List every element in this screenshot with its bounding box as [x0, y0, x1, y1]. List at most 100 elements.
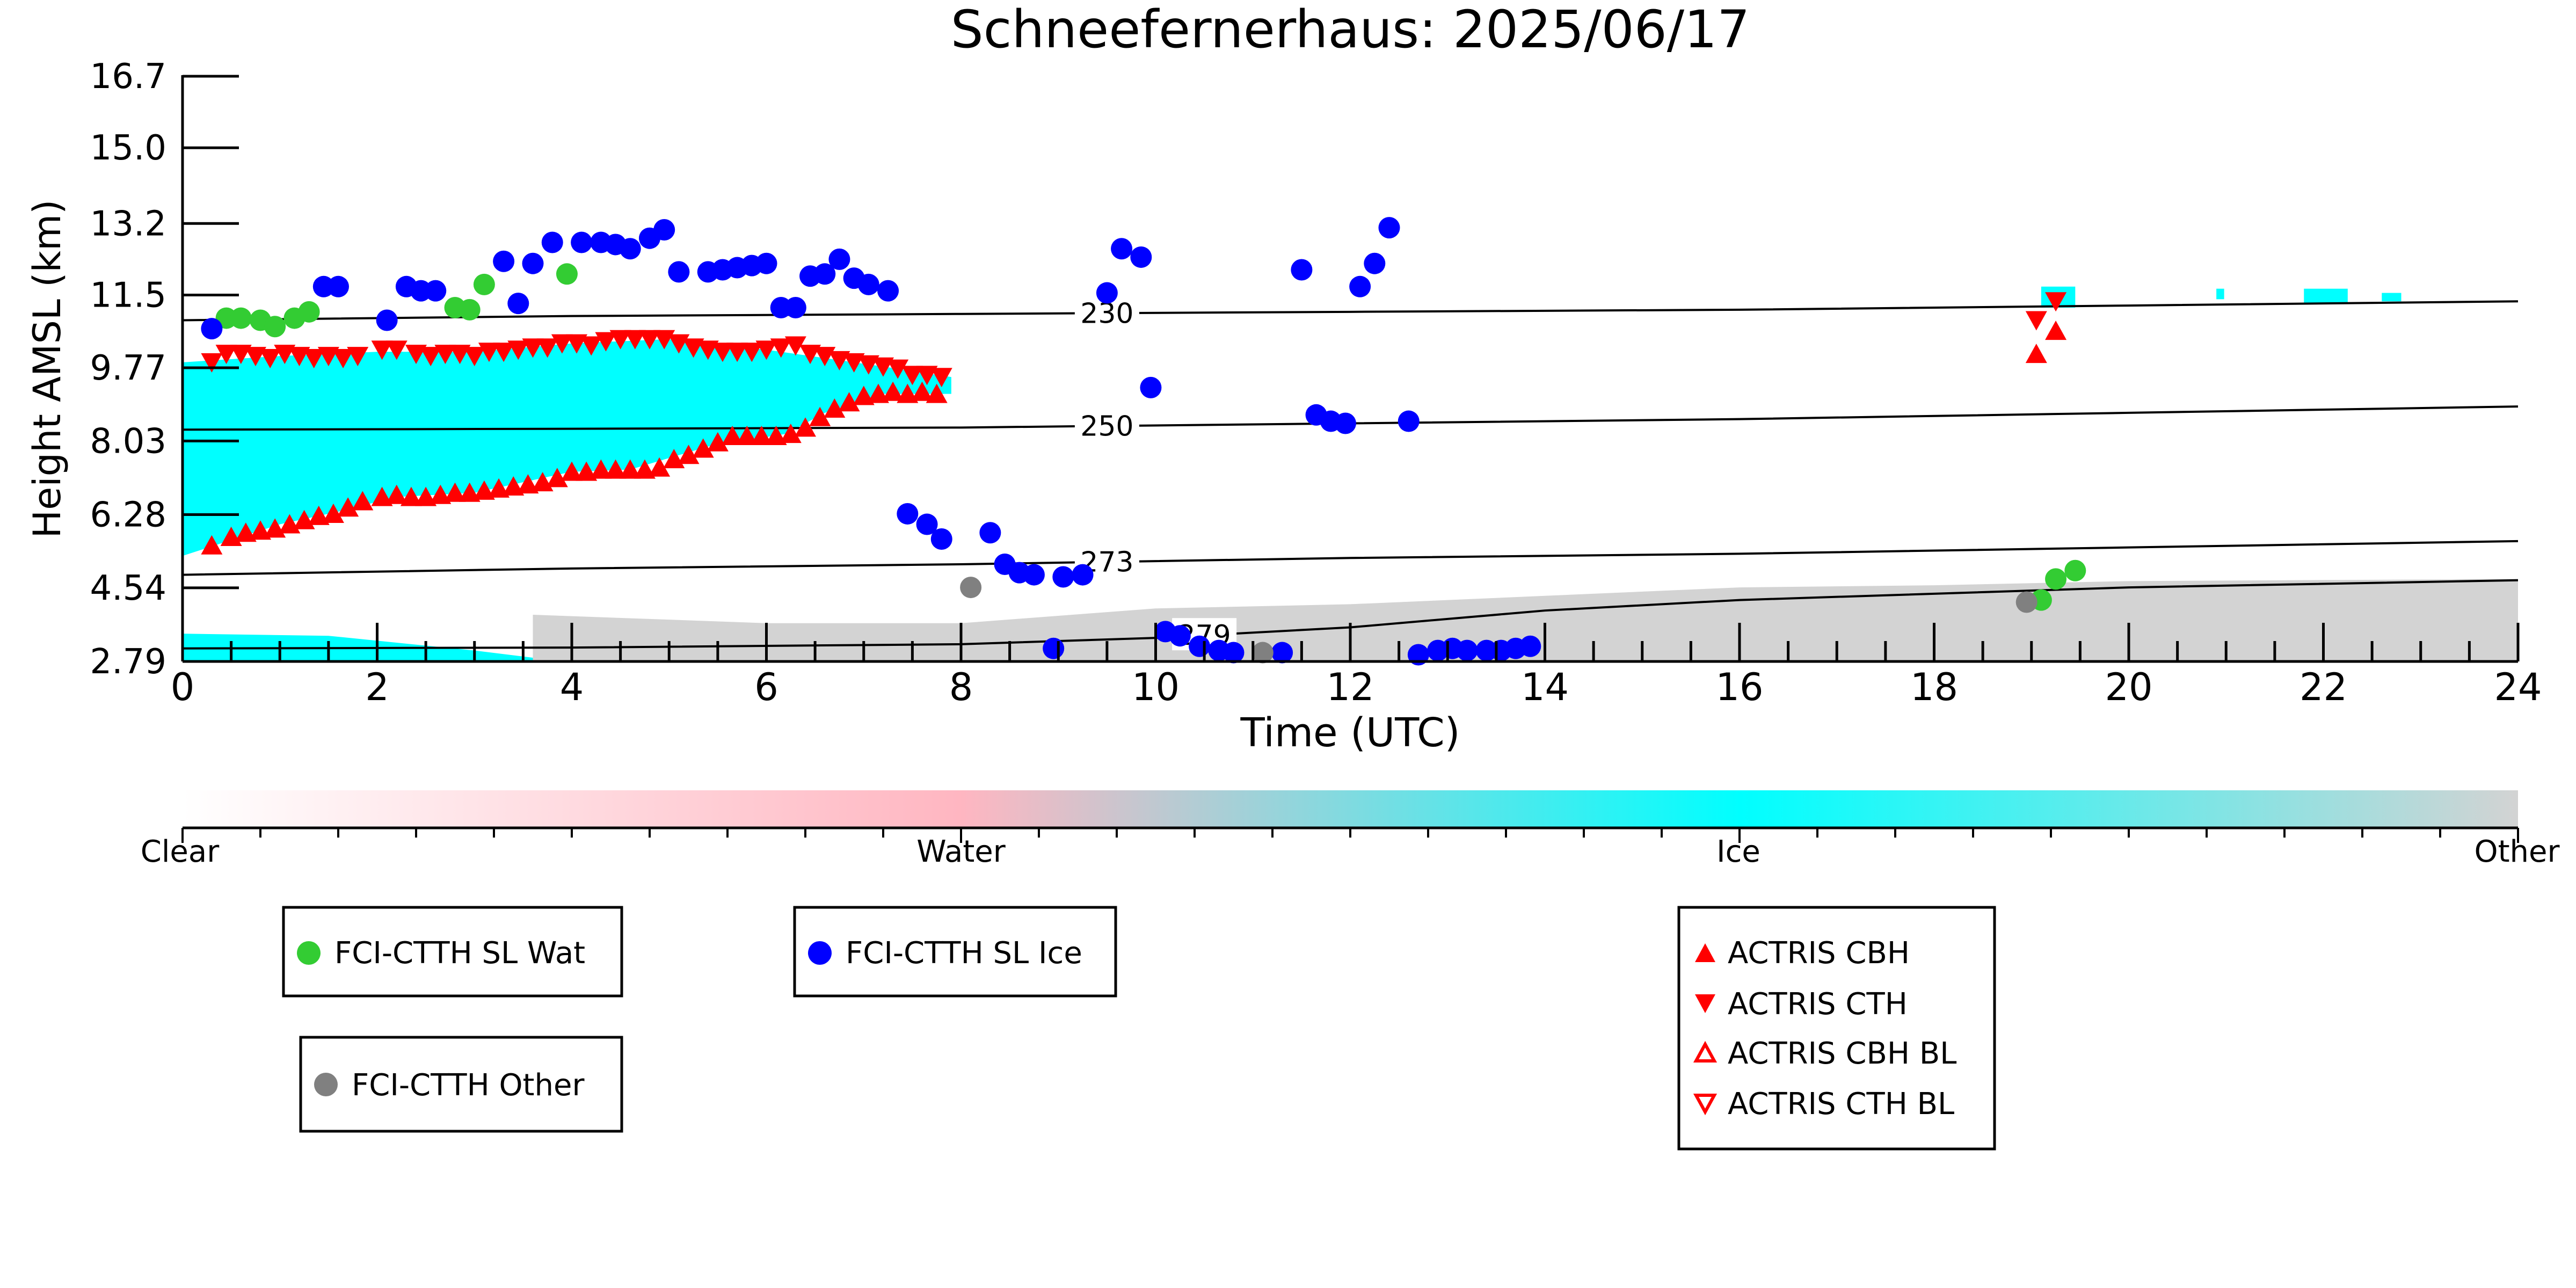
- marker-actris-cth-21: [522, 338, 544, 358]
- marker-actris-cth-3: [244, 347, 266, 367]
- marker-actris-cth-6: [288, 347, 310, 367]
- marker-fci-ctth-sl-ice-62: [1456, 639, 1478, 661]
- marker-actris-cbh-49: [926, 383, 948, 403]
- marker-actris-cbh-46: [882, 381, 904, 401]
- marker-fci-ctth-sl-ice-7: [493, 250, 515, 272]
- marker-actris-cbh-43: [838, 392, 860, 412]
- marker-fci-ctth-sl-ice-56: [1364, 252, 1386, 274]
- marker-actris-cbh-38: [765, 425, 787, 445]
- legend-label-actris-cbh-bl: ACTRIS CBH BL: [1728, 1036, 1956, 1071]
- x-tick-label-7: 14: [1521, 665, 1569, 709]
- contour-273: [182, 540, 2519, 576]
- marker-actris-cbh-2: [235, 522, 257, 542]
- legend-marker-sl-ice: [808, 941, 832, 965]
- legend-label-other: FCI-CTTH Other: [352, 1068, 585, 1103]
- marker-fci-ctth-sl-ice-37: [1023, 564, 1045, 586]
- marker-actris-cbh-21: [517, 474, 539, 494]
- marker-actris-cth-45: [872, 357, 894, 377]
- marker-fci-ctth-sl-ice-57: [1378, 217, 1400, 239]
- marker-actris-cbh-50: [2025, 344, 2047, 363]
- marker-actris-cth-1: [215, 345, 237, 365]
- marker-fci-ctth-sl-ice-27: [828, 248, 850, 270]
- marker-fci-ctth-sl-ice-11: [571, 231, 593, 253]
- chart-title: Schneefernerhaus: 2025/06/17: [951, 0, 1750, 60]
- marker-actris-cth-44: [857, 355, 879, 375]
- legend-marker-actris-cth-bl: [1693, 1094, 1718, 1116]
- marker-actris-cbh-15: [430, 484, 452, 504]
- marker-actris-cth-22: [536, 338, 558, 358]
- legend-label-actris-cbh: ACTRIS CBH: [1728, 936, 1910, 971]
- marker-actris-cth-16: [449, 345, 471, 365]
- marker-actris-cth-2: [230, 345, 252, 365]
- marker-actris-cth-32: [682, 338, 704, 358]
- high-ice-patch-3: [2216, 288, 2224, 300]
- colorbar-label-other: Other: [2474, 834, 2560, 869]
- marker-actris-cth-29: [639, 330, 660, 350]
- marker-actris-cbh-48: [911, 381, 933, 401]
- marker-actris-cth-7: [303, 349, 325, 369]
- x-tick-label-12: 24: [2494, 665, 2542, 709]
- marker-actris-cth-47: [901, 366, 923, 385]
- legends: FCI-CTTH SL Wat FCI-CTTH SL Ice FCI-CTTH…: [282, 906, 1996, 1151]
- marker-actris-cbh-29: [634, 459, 656, 479]
- x-tick-label-5: 10: [1132, 665, 1180, 709]
- marker-actris-cbh-11: [371, 486, 393, 506]
- marker-actris-cbh-19: [488, 478, 510, 498]
- x-tick-label-2: 4: [560, 665, 584, 709]
- marker-fci-ctth-sl-ice-49: [1222, 642, 1245, 664]
- marker-fci-ctth-sl-ice-34: [979, 522, 1001, 544]
- marker-actris-cbh-12: [385, 484, 407, 504]
- marker-actris-cth-9: [332, 349, 354, 369]
- marker-fci-ctth-sl-ice-66: [1519, 635, 1541, 657]
- marker-fci-ctth-sl-ice-22: [755, 252, 777, 274]
- marker-actris-cth-50: [2025, 311, 2047, 331]
- x-tick-label-8: 16: [1715, 665, 1763, 709]
- marker-actris-cbh-36: [736, 425, 758, 445]
- marker-actris-cth-43: [843, 353, 865, 373]
- marker-fci-ctth-sl-ice-31: [897, 503, 919, 525]
- legend-marker-sl-wat: [297, 941, 321, 965]
- marker-fci-ctth-sl-ice-2: [328, 275, 349, 297]
- legend-sl-wat: FCI-CTTH SL Wat: [282, 906, 623, 998]
- colorbar-label-water: Water: [916, 834, 1006, 869]
- legend-label-actris-cth: ACTRIS CTH: [1728, 987, 1908, 1022]
- marker-fci-ctth-sl-ice-39: [1072, 564, 1094, 586]
- marker-actris-cth-14: [420, 347, 442, 367]
- marker-actris-cth-24: [566, 334, 588, 354]
- marker-actris-cth-51: [2045, 292, 2067, 312]
- y-tick-label-8: 16.7: [90, 57, 167, 97]
- marker-fci-ctth-sl-ice-6: [425, 280, 447, 302]
- marker-actris-cbh-0: [201, 535, 223, 555]
- marker-actris-cth-39: [784, 336, 806, 356]
- marker-fci-ctth-sl-wat-9: [556, 263, 578, 285]
- high-ice-patch-1: [2304, 288, 2348, 304]
- marker-actris-cbh-8: [322, 503, 344, 523]
- marker-actris-cbh-41: [809, 406, 831, 426]
- marker-actris-cth-26: [595, 332, 617, 352]
- classification-colorbar: Clear Water Ice Other: [141, 790, 2560, 869]
- marker-actris-cth-17: [463, 347, 485, 367]
- x-tick-label-0: 0: [171, 665, 195, 709]
- x-tick-label-6: 12: [1326, 665, 1374, 709]
- y-tick-label-4: 9.77: [90, 348, 167, 388]
- marker-actris-cbh-24: [561, 461, 583, 481]
- marker-fci-ctth-sl-ice-42: [1130, 246, 1152, 268]
- x-tick-label-3: 6: [754, 665, 778, 709]
- marker-fci-ctth-sl-ice-14: [619, 238, 641, 260]
- marker-actris-cbh-32: [678, 445, 700, 464]
- legend-actris: ACTRIS CBH ACTRIS CTH ACTRIS CBH BL ACTR…: [1677, 906, 1996, 1151]
- marker-actris-cbh-18: [473, 480, 495, 500]
- marker-actris-cbh-45: [867, 383, 889, 403]
- marker-actris-cth-11: [371, 340, 393, 360]
- marker-actris-cth-36: [741, 343, 763, 362]
- colorbar-label-ice: Ice: [1716, 834, 1760, 869]
- marker-fci-ctth-other-0: [960, 577, 982, 599]
- marker-actris-cbh-25: [576, 461, 598, 481]
- legend-marker-actris-cth: [1695, 994, 1715, 1013]
- marker-fci-ctth-sl-ice-46: [1169, 625, 1191, 647]
- marker-actris-cth-8: [317, 347, 339, 367]
- marker-actris-cth-0: [201, 353, 223, 373]
- colorbar-ticks: [181, 828, 2519, 843]
